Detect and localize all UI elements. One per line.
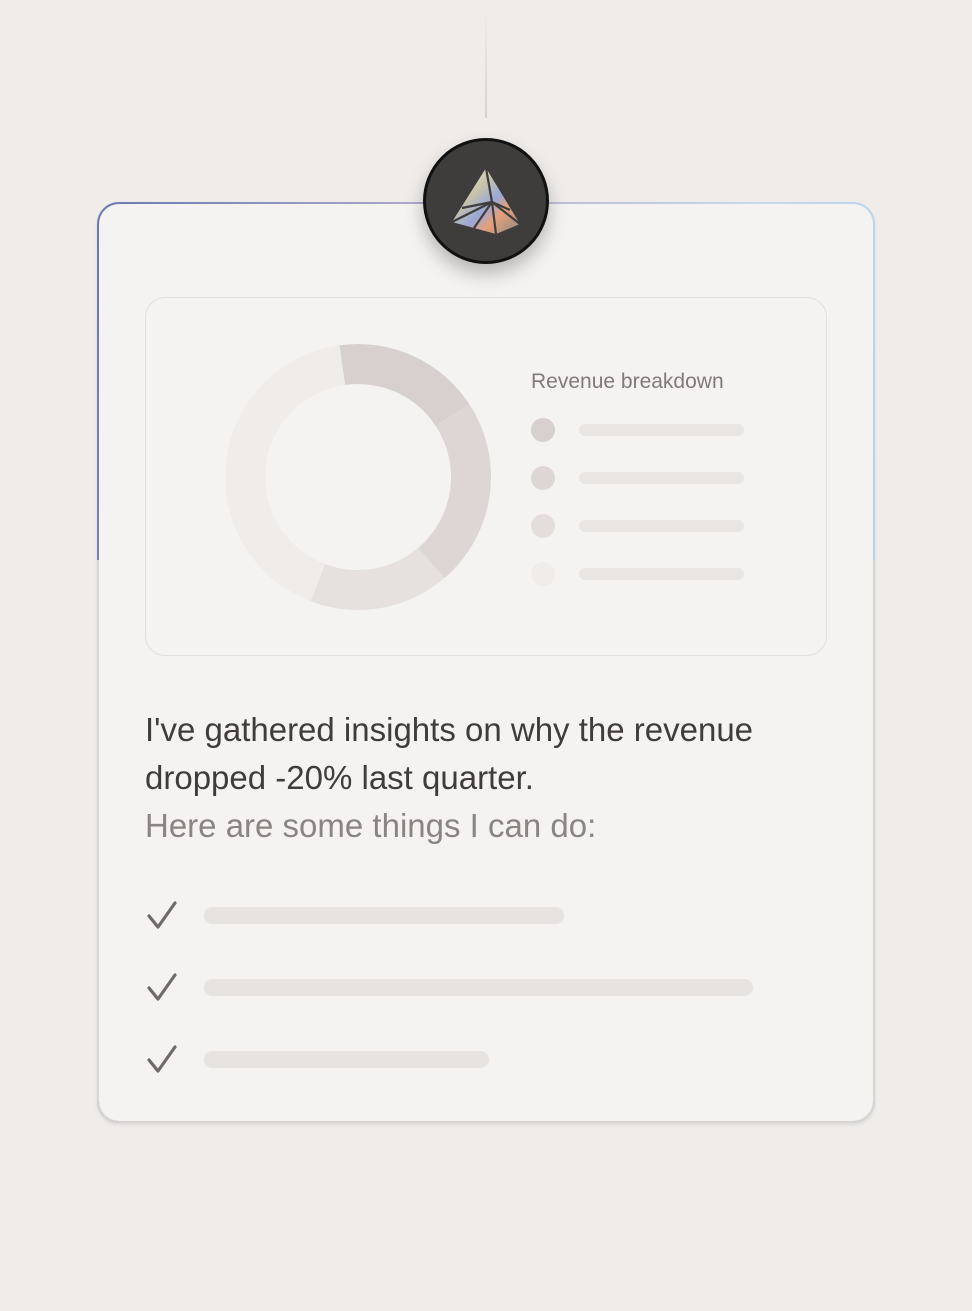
legend-dot	[531, 418, 555, 442]
donut-slice	[339, 344, 470, 427]
legend-label-placeholder	[579, 424, 744, 436]
legend-dot	[531, 466, 555, 490]
assistant-avatar[interactable]	[423, 138, 549, 264]
action-item-placeholder	[204, 907, 564, 924]
checkmark-icon	[147, 973, 177, 1001]
prism-pyramid-icon	[451, 167, 521, 235]
legend-label-placeholder	[579, 568, 744, 580]
revenue-donut-chart	[224, 344, 491, 610]
donut-slice	[310, 547, 445, 610]
revenue-chart-card	[145, 297, 827, 656]
action-item-placeholder	[204, 1051, 489, 1068]
message-line-2: Here are some things I can do:	[145, 807, 597, 844]
legend-label-placeholder	[579, 472, 744, 484]
checkmark-icon	[147, 1045, 177, 1073]
legend-title: Revenue breakdown	[531, 370, 724, 393]
connector-line	[485, 10, 487, 118]
assistant-message: I've gathered insights on why the revenu…	[145, 706, 845, 850]
assistant-card	[97, 202, 875, 1123]
message-line-1: I've gathered insights on why the revenu…	[145, 711, 754, 796]
donut-slice	[418, 404, 491, 579]
legend-dot	[531, 562, 555, 586]
checkmark-icon	[147, 901, 177, 929]
legend-dot	[531, 514, 555, 538]
donut-slice	[224, 345, 346, 602]
legend-label-placeholder	[579, 520, 744, 532]
action-item-placeholder	[204, 979, 753, 996]
